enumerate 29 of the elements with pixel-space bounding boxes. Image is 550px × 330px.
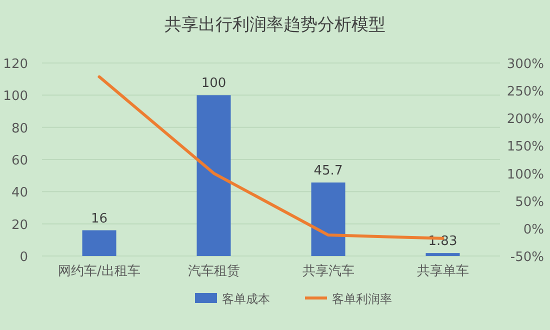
y2-tick-label: 100%	[506, 167, 544, 182]
legend-label: 客单利润率	[332, 292, 392, 306]
bar	[311, 182, 346, 256]
bar	[196, 95, 231, 256]
y2-tick-label: 50%	[515, 194, 544, 210]
y2-tick-label: 250%	[506, 84, 544, 100]
chart-title: 共享出行利润率趋势分析模型	[164, 15, 386, 35]
y2-tick-label: 200%	[506, 112, 544, 128]
y-tick-label: 0	[20, 250, 28, 265]
y2-tick-label: -50%	[510, 250, 544, 265]
y-tick-label: 20	[11, 218, 28, 233]
y-tick-label: 80	[11, 121, 28, 136]
x-tick-label: 汽车租赁	[188, 264, 240, 279]
x-tick-label: 共享汽车	[302, 263, 354, 279]
y2-tick-label: 300%	[506, 57, 544, 72]
y-tick-label: 40	[11, 186, 28, 201]
bar	[426, 253, 460, 256]
x-tick-label: 共享单车	[416, 263, 469, 279]
y-tick-label: 100	[3, 89, 28, 104]
y2-tick-label: 150%	[506, 140, 544, 155]
legend-label: 客单成本	[222, 292, 270, 306]
y2-tick-label: 0%	[523, 222, 544, 238]
data-label: 16	[90, 211, 108, 226]
y-tick-label: 60	[11, 154, 28, 168]
x-tick-label: 网约车/出租车	[58, 264, 140, 279]
data-label: 100	[201, 76, 226, 92]
bar	[82, 230, 116, 256]
y-tick-label: 120	[3, 57, 28, 72]
data-label: 45.7	[314, 164, 343, 178]
